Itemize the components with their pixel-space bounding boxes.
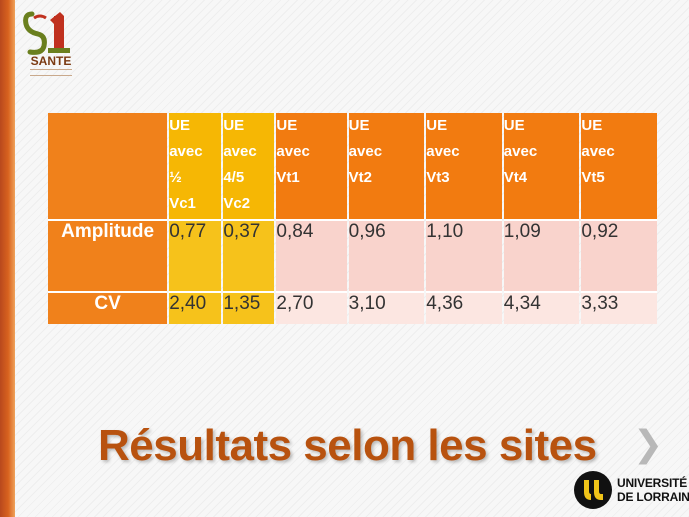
university-name-line2: DE LORRAINE: [617, 490, 689, 504]
table-header-row: UE avec ½ Vc1 UE avec 4/5 Vc2 UE avec Vt…: [48, 113, 657, 221]
s1-sante-logo: SANTE: [22, 8, 80, 78]
ul-mark-icon: [574, 471, 612, 509]
header-cell-vc2: UE avec 4/5 Vc2: [223, 113, 275, 221]
header-cell-vt3: UE avec Vt3: [426, 113, 502, 221]
table-cell: 0,92: [581, 221, 657, 293]
table-cell: 1,10: [426, 221, 502, 293]
table-cell: 1,35: [223, 293, 275, 324]
logo-label: SANTE: [30, 54, 72, 68]
header-cell-vt4: UE avec Vt4: [503, 113, 580, 221]
universite-de-lorraine-logo: UNIVERSITÉ DE LORRAINE: [573, 470, 689, 514]
results-table: UE avec ½ Vc1 UE avec 4/5 Vc2 UE avec Vt…: [46, 113, 659, 324]
header-corner: [48, 113, 168, 221]
left-accent-bar: [0, 0, 15, 517]
table-cell: 1,09: [503, 221, 580, 293]
table-cell: 0,84: [276, 221, 347, 293]
table-row-amplitude: Amplitude 0,77 0,37 0,84 0,96 1,10 1,09 …: [48, 221, 657, 293]
header-cell-vt1: UE avec Vt1: [276, 113, 347, 221]
university-name-line1: UNIVERSITÉ: [617, 476, 688, 490]
header-cell-vt5: UE avec Vt5: [581, 113, 657, 221]
slide-title: Résultats selon les sites: [98, 421, 597, 470]
next-slide-chevron-icon[interactable]: ❯: [633, 424, 664, 465]
logo-underline: [30, 69, 72, 76]
table-cell: 0,96: [348, 221, 425, 293]
row-label-amplitude: Amplitude: [48, 221, 168, 293]
table-cell: 4,36: [426, 293, 502, 324]
header-cell-vc1: UE avec ½ Vc1: [169, 113, 222, 221]
row-label-cv: CV: [48, 293, 168, 324]
table-cell: 2,70: [276, 293, 347, 324]
table-row-cv: CV 2,40 1,35 2,70 3,10 4,36 4,34 3,33: [48, 293, 657, 324]
header-cell-vt2: UE avec Vt2: [348, 113, 425, 221]
table-cell: 3,33: [581, 293, 657, 324]
table-cell: 2,40: [169, 293, 222, 324]
table-cell: 0,37: [223, 221, 275, 293]
table-cell: 3,10: [348, 293, 425, 324]
table-cell: 0,77: [169, 221, 222, 293]
table-cell: 4,34: [503, 293, 580, 324]
